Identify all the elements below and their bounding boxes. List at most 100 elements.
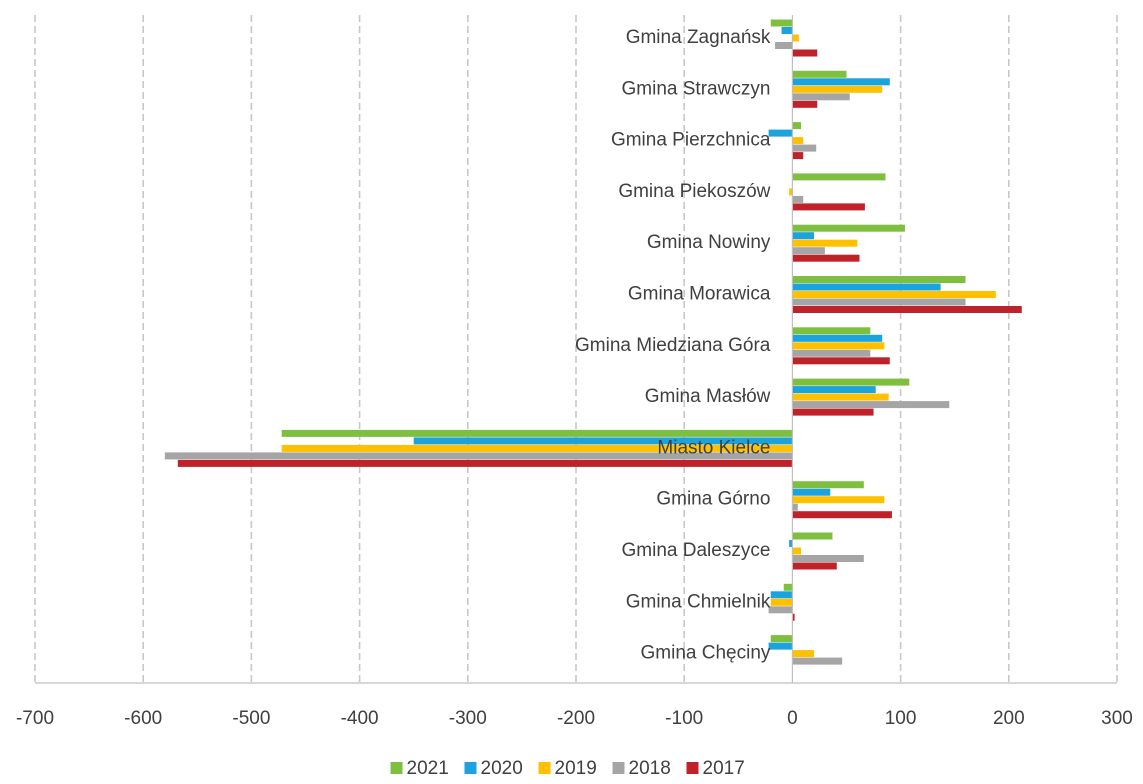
bar: [792, 298, 966, 306]
bar: [792, 100, 818, 108]
bar: [792, 34, 799, 42]
bar: [792, 481, 864, 489]
bar: [792, 378, 910, 386]
x-tick-label: -500: [232, 708, 270, 729]
bar: [792, 291, 996, 298]
bar: [792, 195, 804, 203]
bar: [768, 129, 793, 137]
bar: [792, 503, 798, 511]
category-label: Gmina Strawczyn: [622, 78, 771, 99]
bar: [792, 70, 847, 78]
bar: [177, 459, 793, 467]
category-label: Gmina Chęciny: [641, 643, 771, 664]
bar: [792, 327, 871, 335]
bar: [164, 452, 793, 460]
category-label: Gmina Chmielnik: [626, 591, 771, 612]
bar: [792, 144, 817, 152]
legend-label: 2021: [407, 758, 449, 779]
bar: [792, 547, 802, 555]
bar: [792, 152, 804, 160]
bar: [770, 635, 793, 643]
bar: [783, 583, 793, 591]
bar: [792, 276, 966, 283]
bar: [792, 232, 815, 240]
bar: [781, 27, 793, 34]
legend-label: 2020: [481, 758, 523, 779]
bars: [164, 19, 1022, 665]
bar: [792, 386, 876, 394]
bar: [789, 540, 793, 547]
x-tick-label: 200: [993, 708, 1025, 729]
bar: [792, 283, 941, 291]
bar: [792, 254, 860, 262]
bar: [792, 334, 883, 342]
bar: [792, 393, 889, 401]
axes: [35, 15, 1117, 684]
x-tick-label: 300: [1101, 708, 1133, 729]
bar: [792, 357, 890, 365]
bar: [792, 496, 885, 504]
legend-swatch: [686, 762, 699, 774]
bar: [792, 511, 892, 519]
x-tick-labels: -700 -600 -500 -400 -300 -200 -100 0 100 200 300: [16, 708, 1133, 729]
bar: [792, 532, 833, 540]
bar: [792, 93, 850, 101]
bar: [792, 49, 818, 57]
bar: [770, 19, 793, 27]
x-tick-label: -700: [16, 708, 54, 729]
legend-label: 2019: [555, 758, 597, 779]
legend-swatch: [538, 762, 551, 774]
bar: [792, 342, 885, 350]
gridlines: [34, 15, 1118, 683]
bar: [792, 488, 831, 496]
legend-swatch: [612, 762, 625, 774]
legend-swatch: [390, 762, 403, 774]
bar: [792, 562, 837, 570]
legend: 2021 2020 2019 2018 2017: [390, 758, 745, 779]
x-tick-label: -200: [557, 708, 595, 729]
category-label: Gmina Górno: [656, 489, 770, 510]
category-label: Gmina Masłów: [645, 386, 771, 407]
bar: [775, 42, 793, 49]
category-label: Gmina Zagnańsk: [626, 27, 771, 48]
category-label: Miasto Kielce: [657, 437, 770, 458]
bar: [792, 173, 886, 181]
bar: [768, 642, 793, 650]
bar: [792, 137, 804, 145]
bar: [792, 203, 865, 211]
bar: [792, 349, 871, 357]
bar: [792, 85, 883, 93]
bar: [792, 239, 858, 247]
x-tick-label: -100: [665, 708, 703, 729]
x-tick-label: 100: [885, 708, 917, 729]
x-tick-label: -600: [124, 708, 162, 729]
category-label: Gmina Nowiny: [647, 232, 771, 253]
bar: [792, 224, 905, 232]
legend-swatch: [464, 762, 477, 774]
bar: [770, 598, 793, 606]
bar: [413, 437, 793, 445]
bar: [789, 188, 793, 196]
bar: [281, 429, 793, 437]
category-label: Gmina Daleszyce: [622, 540, 771, 561]
bar: [792, 408, 874, 416]
x-tick-label: 0: [787, 708, 798, 729]
bar: [768, 606, 793, 614]
category-labels: Gmina Zagnańsk Gmina Strawczyn Gmina Pierz…: [575, 27, 771, 664]
category-label: Gmina Pierzchnica: [611, 130, 771, 151]
bar: [792, 122, 802, 130]
bar: [792, 613, 795, 621]
bar: [792, 650, 815, 658]
bar: [792, 78, 890, 86]
bar: [770, 591, 793, 599]
category-label: Gmina Piekoszów: [618, 181, 770, 202]
bar: [792, 657, 843, 665]
x-tick-label: -400: [341, 708, 379, 729]
category-label: Gmina Morawica: [628, 284, 771, 305]
bar: [792, 247, 825, 255]
bar: [792, 555, 864, 562]
bar: [281, 444, 793, 452]
bar: [792, 401, 950, 409]
